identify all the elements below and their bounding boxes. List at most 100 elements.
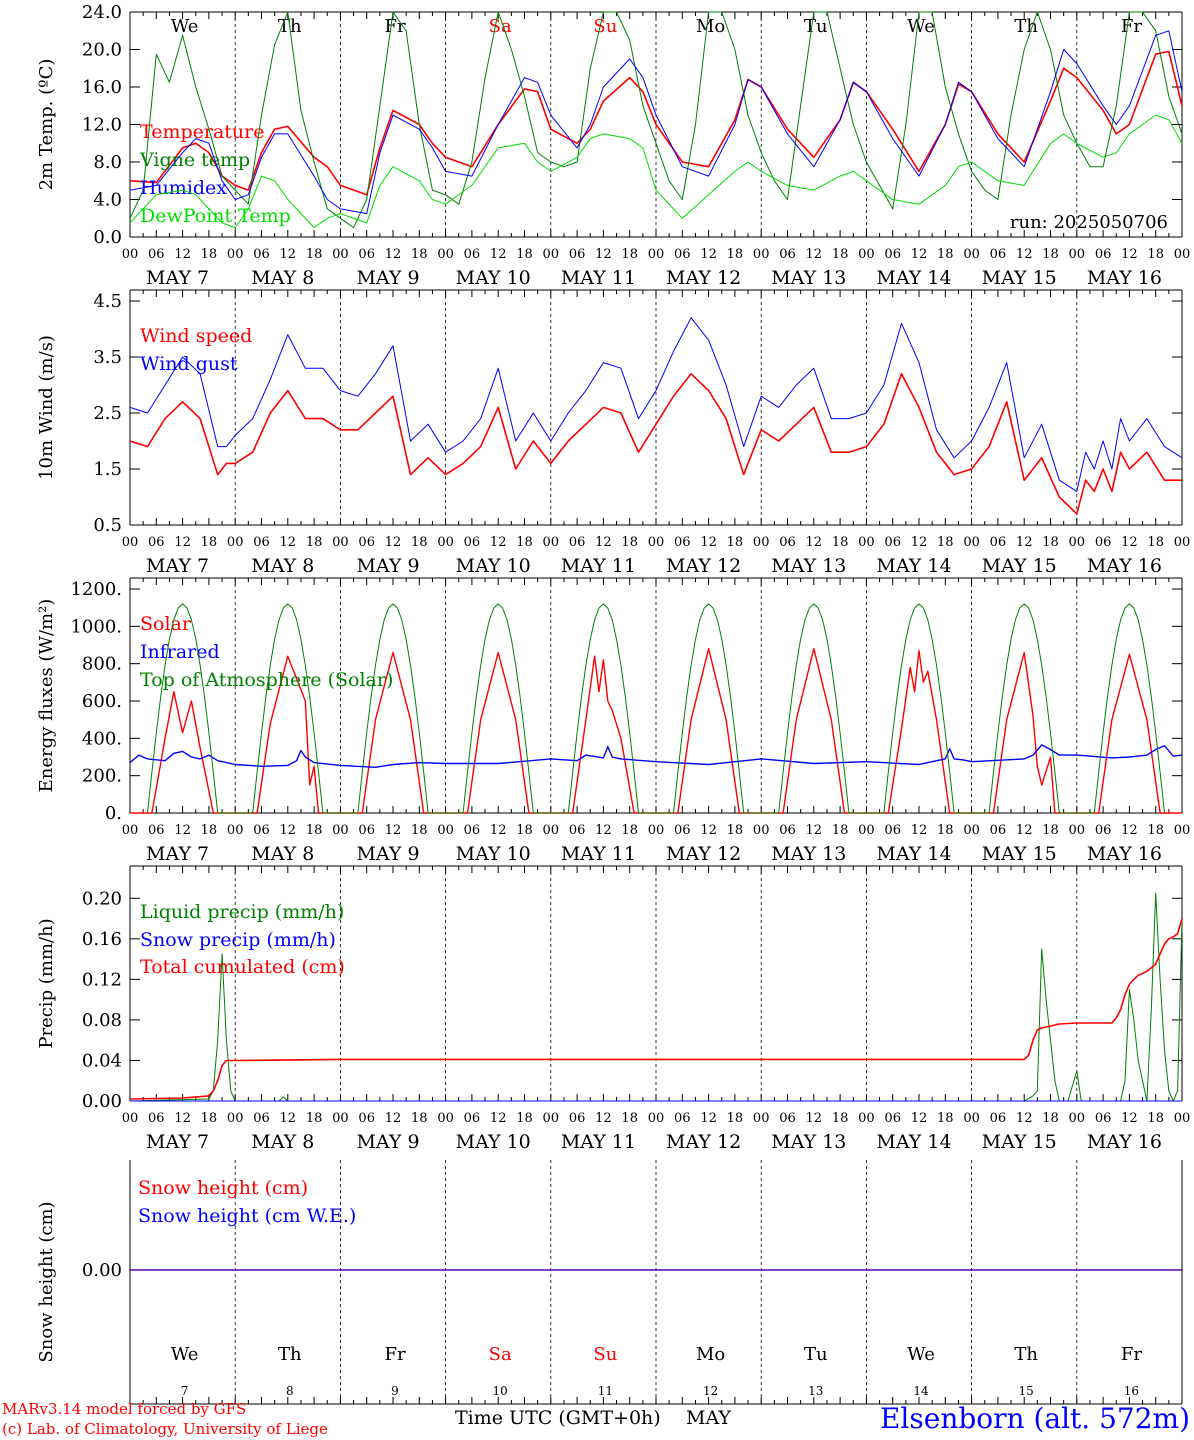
- hour-tick-label: 18: [201, 1111, 218, 1126]
- hour-tick-label: 12: [1121, 247, 1138, 262]
- hour-tick-label: 00: [1174, 247, 1191, 262]
- hour-tick-label: 12: [174, 247, 191, 262]
- hour-tick-label: 12: [174, 535, 191, 550]
- y-tick-label: 1000.: [70, 616, 122, 637]
- day-of-week-label: We: [171, 1344, 199, 1365]
- series-line-precip-2: [129, 918, 1183, 1100]
- hour-tick-label: 12: [280, 1111, 297, 1126]
- hour-tick-label: 00: [648, 1111, 665, 1126]
- hour-tick-label: 12: [595, 823, 612, 838]
- hour-tick-label: 18: [516, 247, 533, 262]
- hour-tick-label: 12: [280, 535, 297, 550]
- hour-tick-label: 06: [884, 1111, 901, 1126]
- series-line-temp-3: [129, 114, 1183, 229]
- hour-tick-label: 12: [1016, 1111, 1033, 1126]
- hour-tick-label: 18: [832, 1111, 849, 1126]
- day-number-label: 12: [703, 1384, 718, 1398]
- hour-tick-label: 06: [148, 535, 165, 550]
- hour-tick-label: 18: [621, 247, 638, 262]
- y-tick-label: 4.5: [93, 291, 122, 312]
- hour-tick-label: 00: [332, 535, 349, 550]
- lab-credit: (c) Lab. of Climatology, University of L…: [2, 1420, 328, 1438]
- hour-tick-label: 06: [569, 247, 586, 262]
- hour-tick-label: 00: [753, 1111, 770, 1126]
- hour-tick-label: 00: [227, 535, 244, 550]
- hour-tick-label: 12: [1016, 535, 1033, 550]
- hour-tick-label: 00: [1174, 1111, 1191, 1126]
- y-tick-label: 3.5: [93, 347, 122, 368]
- day-of-week-label: Sa: [489, 1344, 512, 1365]
- date-label: MAY 13: [771, 555, 846, 577]
- hour-tick-label: 18: [411, 535, 428, 550]
- hour-tick-label: 06: [990, 535, 1007, 550]
- legend-entry: Temperature: [140, 121, 264, 143]
- hour-tick-label: 18: [727, 1111, 744, 1126]
- hour-tick-label: 00: [753, 535, 770, 550]
- hour-tick-label: 18: [306, 247, 323, 262]
- legend-entry: Snow height (cm): [138, 1177, 308, 1199]
- hour-tick-label: 18: [727, 247, 744, 262]
- hour-tick-label: 18: [621, 535, 638, 550]
- hour-tick-label: 00: [332, 247, 349, 262]
- hour-tick-label: 06: [464, 247, 481, 262]
- hour-tick-label: 18: [1042, 1111, 1059, 1126]
- date-label: MAY 10: [456, 267, 531, 289]
- hour-tick-label: 12: [911, 823, 928, 838]
- date-label: MAY 16: [1087, 1131, 1162, 1153]
- hour-tick-label: 06: [253, 535, 270, 550]
- hour-tick-label: 12: [595, 535, 612, 550]
- hour-tick-label: 06: [253, 1111, 270, 1126]
- time-axis-label: Time UTC (GMT+0h): [455, 1407, 661, 1429]
- date-label: MAY 15: [982, 555, 1057, 577]
- hour-tick-label: 12: [1016, 247, 1033, 262]
- hour-tick-label: 00: [122, 535, 139, 550]
- date-label: MAY 10: [456, 1131, 531, 1153]
- hour-tick-label: 06: [253, 247, 270, 262]
- hour-tick-label: 06: [1095, 247, 1112, 262]
- date-label: MAY 7: [146, 843, 209, 865]
- hour-tick-label: 12: [490, 1111, 507, 1126]
- date-label: MAY 14: [876, 1131, 951, 1153]
- hour-tick-label: 18: [1147, 535, 1164, 550]
- day-of-week-label: Th: [278, 1344, 302, 1365]
- y-axis-label: Snow height (cm): [36, 1201, 57, 1362]
- hour-tick-label: 00: [122, 823, 139, 838]
- panel-temp: 0.0 4.0 8.0 12.0 16.0 20.0 24.0 2m Temp. (ºC) 00…: [36, 2, 1190, 289]
- day-of-week-label: Mo: [696, 16, 725, 37]
- hour-tick-label: 06: [464, 1111, 481, 1126]
- day-of-week-label: Fr: [1121, 16, 1142, 37]
- hour-tick-label: 06: [674, 823, 691, 838]
- hour-tick-label: 18: [832, 247, 849, 262]
- y-tick-label: 8.0: [93, 152, 122, 173]
- y-tick-label: 0.5: [93, 515, 122, 536]
- hour-tick-label: 06: [148, 247, 165, 262]
- hour-tick-label: 00: [963, 1111, 980, 1126]
- hour-tick-label: 12: [1121, 535, 1138, 550]
- date-label: MAY 7: [146, 1131, 209, 1153]
- day-number-label: 13: [808, 1384, 823, 1398]
- day-of-week-label: We: [907, 1344, 935, 1365]
- hour-tick-label: 00: [648, 535, 665, 550]
- hour-tick-label: 18: [1147, 823, 1164, 838]
- y-tick-label: 24.0: [82, 2, 122, 23]
- hour-tick-label: 06: [253, 823, 270, 838]
- hour-tick-label: 12: [911, 1111, 928, 1126]
- hour-tick-label: 12: [1121, 1111, 1138, 1126]
- date-label: MAY 12: [666, 267, 741, 289]
- legend-entry: Top of Atmosphere (Solar): [140, 669, 393, 691]
- hour-tick-label: 00: [1174, 823, 1191, 838]
- day-of-week-label: Su: [593, 1344, 617, 1365]
- day-of-week-label: Tu: [804, 1344, 828, 1365]
- y-tick-label: 20.0: [82, 40, 122, 61]
- hour-tick-label: 06: [674, 1111, 691, 1126]
- hour-tick-label: 18: [1042, 247, 1059, 262]
- date-label: MAY 13: [771, 843, 846, 865]
- hour-tick-label: 06: [358, 1111, 375, 1126]
- hour-tick-label: 06: [779, 247, 796, 262]
- hour-tick-label: 12: [700, 823, 717, 838]
- hour-tick-label: 12: [1121, 823, 1138, 838]
- y-tick-label: 0.20: [82, 888, 122, 909]
- hour-tick-label: 18: [621, 1111, 638, 1126]
- hour-tick-label: 12: [911, 247, 928, 262]
